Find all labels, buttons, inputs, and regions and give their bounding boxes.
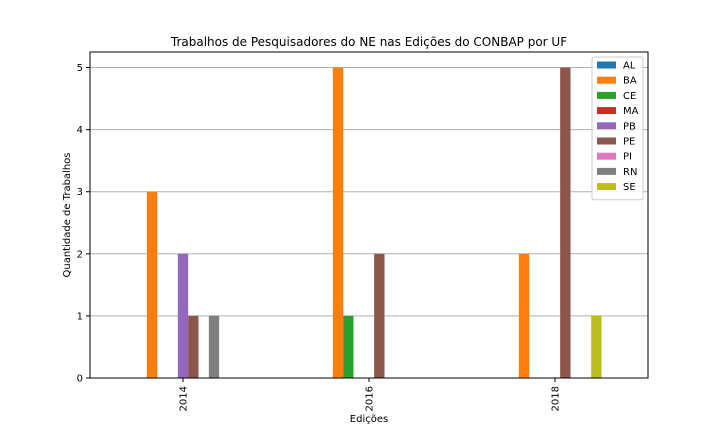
legend-swatch-CE	[597, 91, 616, 99]
legend-swatch-PE	[597, 137, 616, 145]
legend-label-PB: PB	[623, 121, 636, 132]
bar-PE-2016	[374, 253, 385, 378]
legend-swatch-AL	[597, 61, 616, 69]
legend-swatch-RN	[597, 167, 616, 175]
bar-PB-2014	[177, 253, 189, 378]
y-ticks: 0 1 2 3 4 5	[77, 63, 90, 385]
bar-BA-2014	[146, 191, 158, 378]
x-tick-label: 2018	[551, 386, 562, 411]
legend-swatch-PB	[597, 122, 616, 130]
legend-swatch-SE	[597, 183, 616, 191]
x-tick-label: 2014	[179, 386, 190, 411]
legend-swatch-BA	[597, 76, 616, 84]
legend-label-BA: BA	[623, 76, 637, 87]
y-tick-label: 0	[77, 374, 83, 385]
legend-label-PE: PE	[623, 137, 635, 148]
x-tick-label: 2016	[365, 386, 376, 411]
legend-label-CE: CE	[623, 91, 636, 102]
y-tick-label: 1	[77, 311, 83, 322]
bar-CE-2016	[343, 315, 354, 378]
legend-label-PI: PI	[623, 152, 632, 163]
legend-swatch-MA	[597, 107, 616, 115]
bar-SE-2018	[591, 315, 602, 378]
x-axis-label: Edições	[350, 414, 388, 425]
bar-PE-2018	[560, 67, 571, 379]
bars	[146, 67, 602, 379]
legend-label-RN: RN	[623, 167, 637, 178]
bar-BA-2018	[518, 253, 530, 378]
legend-label-SE: SE	[623, 182, 636, 193]
y-tick-label: 2	[77, 249, 83, 260]
bar-RN-2014	[208, 315, 220, 378]
y-tick-label: 3	[77, 187, 83, 198]
x-ticks: 2014 2016 2018	[179, 378, 562, 411]
legend-label-AL: AL	[623, 61, 636, 72]
bar-PE-2014	[188, 315, 199, 378]
legend-label-MA: MA	[623, 106, 639, 117]
bar-BA-2016	[332, 67, 344, 379]
legend: AL BA CE MA PB PE PI RN SE	[591, 56, 644, 201]
y-tick-label: 4	[77, 125, 83, 136]
y-axis-label: Quantidade de Trabalhos	[62, 152, 73, 277]
y-tick-label: 5	[77, 63, 83, 74]
legend-swatch-PI	[597, 152, 616, 160]
chart-title: Trabalhos de Pesquisadores do NE nas Edi…	[170, 35, 567, 49]
